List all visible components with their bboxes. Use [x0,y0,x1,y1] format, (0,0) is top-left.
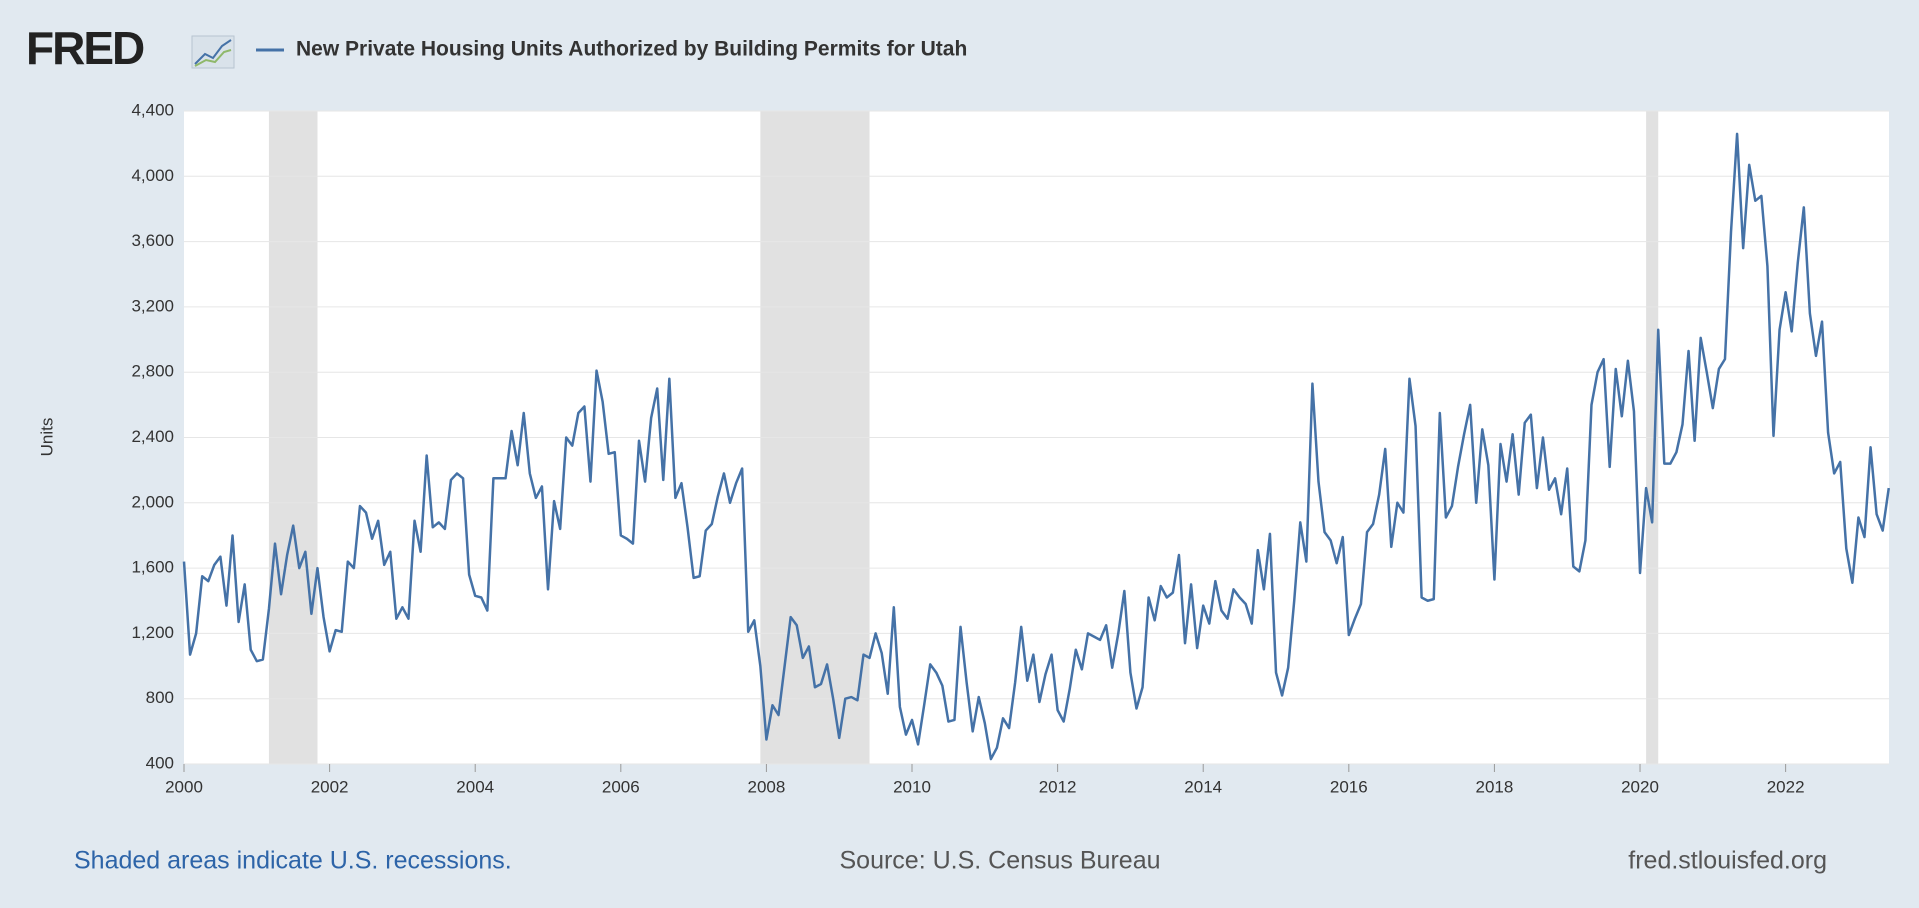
site-link[interactable]: fred.stlouisfed.org [1628,847,1827,875]
recession-note[interactable]: Shaded areas indicate U.S. recessions. [74,847,512,875]
x-tick-label: 2002 [311,777,349,796]
x-tick-label: 2016 [1330,777,1368,796]
y-tick-label: 800 [146,688,174,707]
x-tick-label: 2012 [1039,777,1077,796]
x-tick-label: 2022 [1767,777,1805,796]
y-tick-label: 2,000 [131,492,174,511]
y-tick-label: 1,600 [131,558,174,577]
y-tick-label: 2,800 [131,362,174,381]
x-tick-label: 2010 [893,777,931,796]
chart-title: New Private Housing Units Authorized by … [296,38,967,61]
x-tick-label: 2006 [602,777,640,796]
x-tick-label: 2000 [165,777,203,796]
x-tick-label: 2014 [1184,777,1222,796]
x-tick-label: 2018 [1476,777,1514,796]
x-tick-label: 2004 [456,777,494,796]
y-tick-label: 1,200 [131,623,174,642]
x-tick-label: 2020 [1621,777,1659,796]
y-tick-label: 4,000 [131,166,174,185]
logo[interactable]: FRED [26,22,146,74]
y-axis-label: Units [37,418,56,457]
logo-icon [191,35,235,69]
y-tick-label: 2,400 [131,427,174,446]
source: Source: U.S. Census Bureau [840,847,1161,875]
x-tick-label: 2008 [747,777,785,796]
y-tick-label: 3,200 [131,296,174,315]
series-line [182,132,1890,761]
y-tick-label: 4,400 [131,100,174,119]
y-tick-label: 3,600 [131,231,174,250]
y-tick-label: 400 [146,753,174,772]
